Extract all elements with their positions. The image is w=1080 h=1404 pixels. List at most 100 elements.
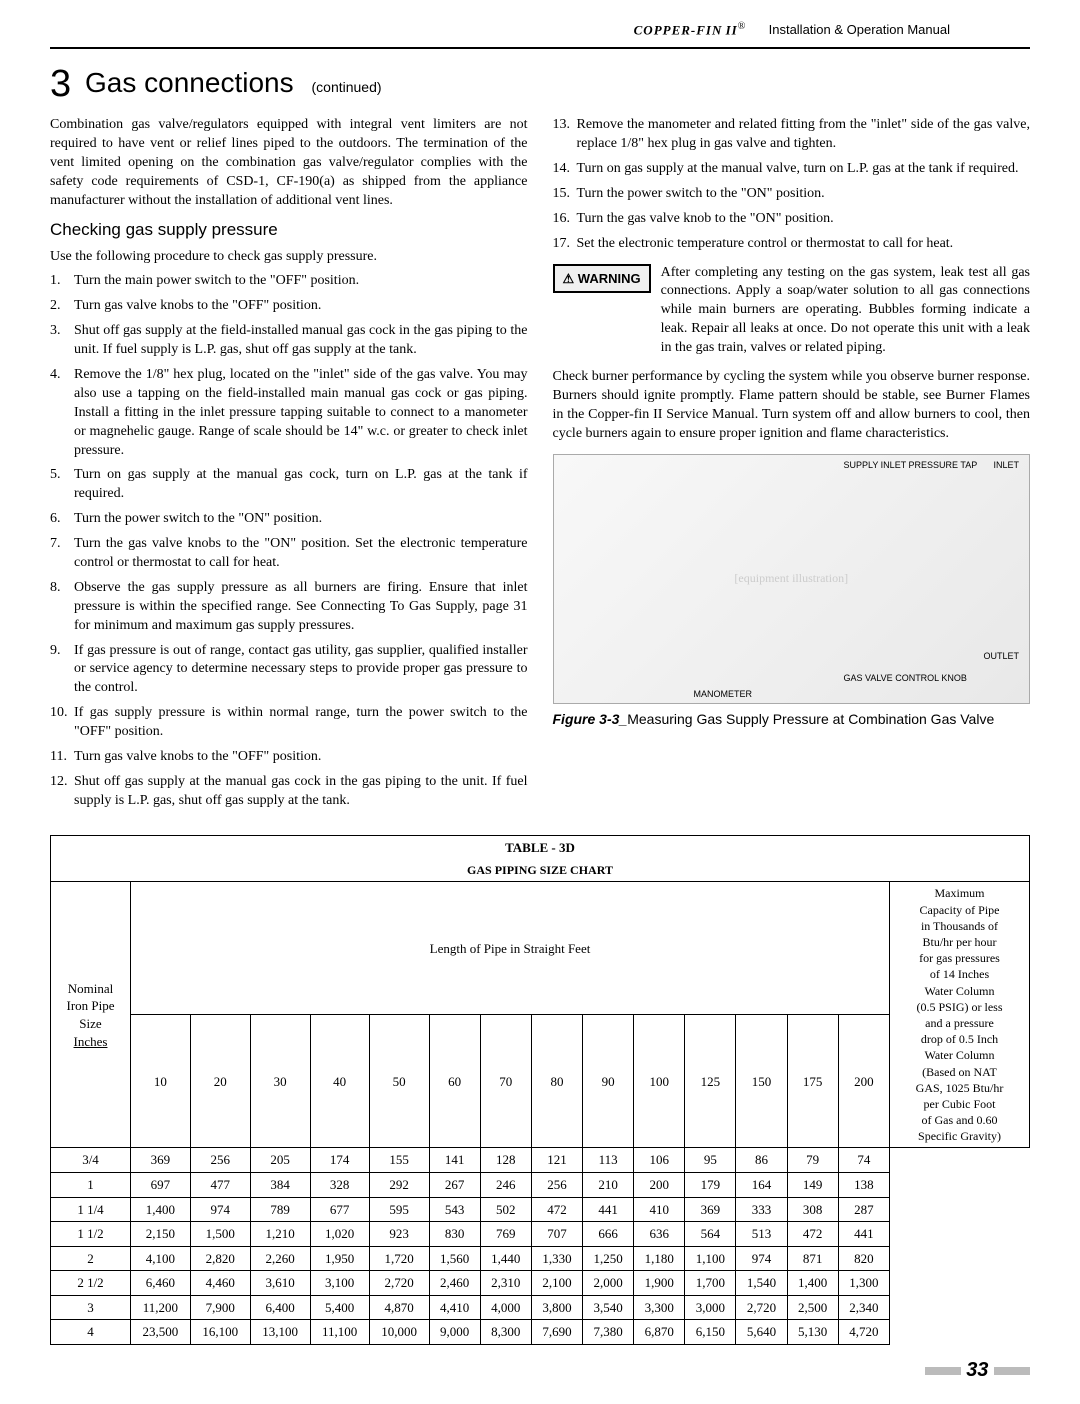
table-data-cell: 472: [787, 1222, 838, 1247]
table-data-cell: 149: [787, 1173, 838, 1198]
page-header: COPPER-FIN II® Installation & Operation …: [50, 20, 1030, 39]
table-data-cell: 11,100: [310, 1320, 369, 1345]
left-column: Combination gas valve/regulators equippe…: [50, 116, 528, 817]
page-bar-right: [994, 1367, 1030, 1375]
table-data-cell: 2,720: [736, 1295, 787, 1320]
table-data-cell: 1,500: [190, 1222, 250, 1247]
table-data-cell: 472: [531, 1197, 582, 1222]
table-data-cell: 697: [131, 1173, 191, 1198]
procedure-step: Turn the power switch to the "ON" positi…: [50, 510, 528, 529]
table-data-cell: 410: [634, 1197, 685, 1222]
procedure-step: Turn the gas valve knob to the "ON" posi…: [553, 210, 1031, 229]
table-length-cell: 150: [736, 1015, 787, 1148]
table-data-cell: 3,100: [310, 1271, 369, 1296]
table-data-cell: 7,690: [531, 1320, 582, 1345]
table-row: 311,2007,9006,4005,4004,8704,4104,0003,8…: [51, 1295, 1030, 1320]
table-row: 24,1002,8202,2601,9501,7201,5601,4401,33…: [51, 1246, 1030, 1271]
table-data-cell: 138: [838, 1173, 889, 1198]
table-data-cell: 13,100: [250, 1320, 310, 1345]
table-length-cell: 50: [369, 1015, 429, 1148]
table-data-cell: 113: [583, 1148, 634, 1173]
two-column-body: Combination gas valve/regulators equippe…: [50, 116, 1030, 817]
procedure-step: If gas pressure is out of range, contact…: [50, 642, 528, 699]
procedure-step: Set the electronic temperature control o…: [553, 235, 1031, 254]
right-column: Remove the manometer and related fitting…: [553, 116, 1031, 817]
table-data-cell: 1,020: [310, 1222, 369, 1247]
warning-label: ⚠ WARNING: [553, 264, 651, 294]
procedure-step: If gas supply pressure is within normal …: [50, 704, 528, 742]
procedure-step: Shut off gas supply at the field-install…: [50, 322, 528, 360]
table-size-cell: 1 1/2: [51, 1222, 131, 1247]
table-length-cell: 175: [787, 1015, 838, 1148]
table-data-cell: 1,560: [429, 1246, 480, 1271]
table-data-cell: 292: [369, 1173, 429, 1198]
table-size-cell: 2 1/2: [51, 1271, 131, 1296]
table-data-cell: 1,720: [369, 1246, 429, 1271]
table-data-cell: 8,300: [480, 1320, 531, 1345]
fig-label-supply: SUPPLY INLET PRESSURE TAP: [844, 459, 978, 471]
table-length-cell: 100: [634, 1015, 685, 1148]
table-length-cell: 40: [310, 1015, 369, 1148]
table-data-cell: 4,720: [838, 1320, 889, 1345]
table-data-cell: 10,000: [369, 1320, 429, 1345]
table-subtitle: GAS PIPING SIZE CHART: [51, 859, 1030, 882]
table-data-cell: 1,950: [310, 1246, 369, 1271]
table-data-cell: 3,300: [634, 1295, 685, 1320]
procedure-step: Turn on gas supply at the manual gas coc…: [50, 466, 528, 504]
table-data-cell: 328: [310, 1173, 369, 1198]
page-bar-left: [925, 1367, 961, 1375]
section-number: 3: [50, 63, 71, 105]
table-data-cell: 246: [480, 1173, 531, 1198]
table-data-cell: 6,460: [131, 1271, 191, 1296]
table-size-cell: 1: [51, 1173, 131, 1198]
table-data-cell: 79: [787, 1148, 838, 1173]
table-data-cell: 3,540: [583, 1295, 634, 1320]
procedure-step: Turn the main power switch to the "OFF" …: [50, 272, 528, 291]
table-data-cell: 1,250: [583, 1246, 634, 1271]
header-rule: [50, 47, 1030, 49]
table-data-cell: 769: [480, 1222, 531, 1247]
table-data-cell: 595: [369, 1197, 429, 1222]
table-title: TABLE - 3D: [51, 835, 1030, 859]
table-data-cell: 2,500: [787, 1295, 838, 1320]
table-data-cell: 4,100: [131, 1246, 191, 1271]
table-data-cell: 3,000: [685, 1295, 736, 1320]
figure: [equipment illustration] SUPPLY INLET PR…: [553, 454, 1031, 729]
table-header-row: NominalIron PipeSizeInches Length of Pip…: [51, 882, 1030, 1015]
table-data-cell: 7,380: [583, 1320, 634, 1345]
table-data-cell: 5,400: [310, 1295, 369, 1320]
lead-paragraph: Use the following procedure to check gas…: [50, 248, 528, 267]
table-data-cell: 830: [429, 1222, 480, 1247]
figure-caption-text: Measuring Gas Supply Pressure at Combina…: [627, 711, 994, 727]
warning-text: After completing any testing on the gas …: [661, 264, 1030, 358]
table-length-cell: 10: [131, 1015, 191, 1148]
procedure-step: Turn the power switch to the "ON" positi…: [553, 185, 1031, 204]
table-data-cell: 86: [736, 1148, 787, 1173]
table-row: 1 1/41,400974789677595543502472441410369…: [51, 1197, 1030, 1222]
table-data-cell: 4,410: [429, 1295, 480, 1320]
table-data-cell: 95: [685, 1148, 736, 1173]
fig-label-manometer: MANOMETER: [694, 688, 753, 700]
table-row: 2 1/26,4604,4603,6103,1002,7202,4602,310…: [51, 1271, 1030, 1296]
fig-label-gasknob: GAS VALVE CONTROL KNOB: [844, 672, 967, 684]
table-data-cell: 267: [429, 1173, 480, 1198]
table-data-cell: 1,540: [736, 1271, 787, 1296]
table-data-cell: 789: [250, 1197, 310, 1222]
table-data-cell: 974: [190, 1197, 250, 1222]
subheading: Checking gas supply pressure: [50, 219, 528, 242]
page-number: 33: [50, 1357, 1030, 1384]
section-title: Gas connections: [85, 67, 294, 98]
table-data-cell: 369: [685, 1197, 736, 1222]
table-data-cell: 164: [736, 1173, 787, 1198]
table-data-cell: 121: [531, 1148, 582, 1173]
table-data-cell: 2,310: [480, 1271, 531, 1296]
table-data-cell: 333: [736, 1197, 787, 1222]
table-data-cell: 308: [787, 1197, 838, 1222]
table-data-cell: 1,300: [838, 1271, 889, 1296]
table-data-cell: 1,900: [634, 1271, 685, 1296]
table-data-cell: 2,100: [531, 1271, 582, 1296]
table-data-cell: 205: [250, 1148, 310, 1173]
table-data-cell: 974: [736, 1246, 787, 1271]
table-data-cell: 1,210: [250, 1222, 310, 1247]
table-length-cell: 30: [250, 1015, 310, 1148]
